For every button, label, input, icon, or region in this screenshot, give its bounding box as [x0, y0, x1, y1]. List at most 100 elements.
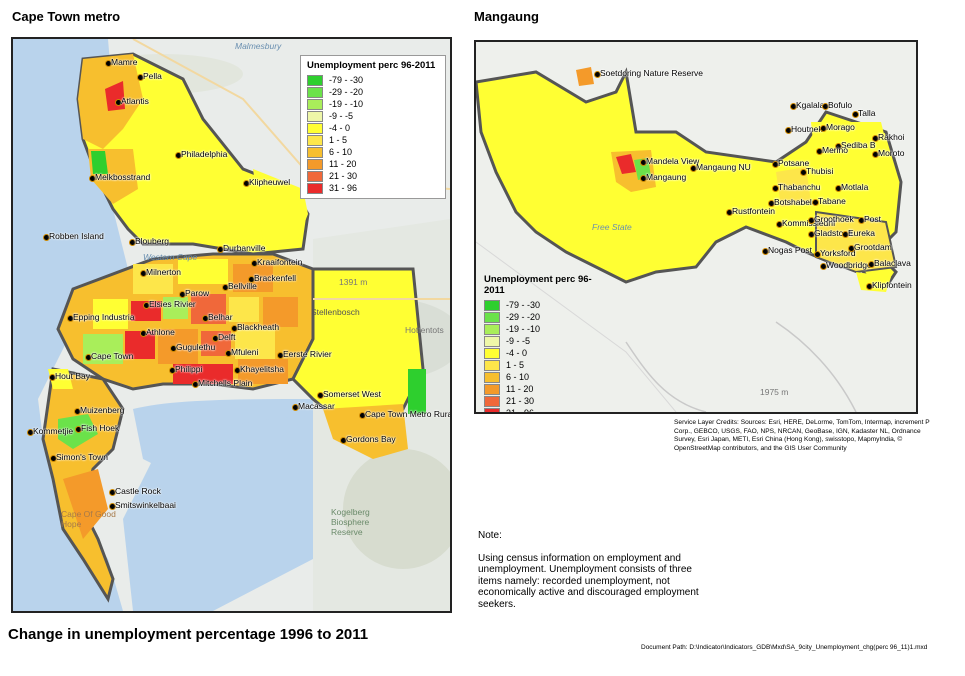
- place-label: Smitswinkelbaai: [115, 500, 176, 510]
- place-marker: [866, 283, 873, 290]
- place-label: Mitchells Plain: [198, 378, 253, 388]
- place-marker: [317, 392, 324, 399]
- map-label-malmesbury: Malmesbury: [235, 41, 282, 51]
- place-marker: [231, 325, 238, 332]
- place-marker: [192, 381, 199, 388]
- legend-swatch: [484, 299, 500, 311]
- map-label-free-state: Free State: [592, 222, 632, 232]
- place-label: Gordons Bay: [346, 434, 396, 444]
- place-marker: [820, 125, 827, 132]
- place-label: Talla: [858, 108, 876, 118]
- legend-swatch: [484, 311, 500, 323]
- place-marker: [842, 231, 849, 238]
- map-label-stellenbosch: Stellenbosch: [311, 307, 360, 317]
- legend-swatch: [484, 395, 500, 407]
- legend-label: -4 - 0: [506, 348, 528, 358]
- place-label: Klipfontein: [872, 280, 912, 290]
- place-marker: [170, 345, 177, 352]
- cape-town-legend-title: Unemployment perc 96-2011: [307, 60, 436, 71]
- place-marker: [129, 239, 136, 246]
- legend-label: 11 - 20: [506, 384, 534, 394]
- place-marker: [594, 71, 601, 78]
- place-label: Mangaung NU: [696, 162, 751, 172]
- place-label: Hout Bay: [55, 371, 90, 381]
- place-marker: [822, 103, 829, 110]
- place-label: Houtnek: [791, 124, 823, 134]
- legend-label: 1 - 5: [506, 360, 525, 370]
- place-marker: [790, 103, 797, 110]
- legend-swatch: [484, 359, 500, 371]
- place-label: Rakhoi: [878, 132, 905, 142]
- place-marker: [835, 143, 842, 150]
- place-marker: [175, 152, 182, 159]
- place-label: Melkbosstrand: [95, 172, 151, 182]
- place-label: Morago: [826, 122, 855, 132]
- map-label-western-cape: Western Cape: [143, 252, 198, 262]
- legend-swatch: [484, 323, 500, 335]
- legend-swatch: [307, 170, 323, 182]
- place-marker: [848, 245, 855, 252]
- place-marker: [852, 111, 859, 118]
- legend-row: -19 - -10: [307, 98, 439, 110]
- place-label: Grootdam: [854, 242, 892, 252]
- place-label: Kraaifontein: [257, 257, 303, 267]
- place-label: Eerste Rivier: [283, 349, 332, 359]
- place-marker: [812, 199, 819, 206]
- place-label: Atlantis: [121, 96, 149, 106]
- place-label: Castle Rock: [115, 486, 161, 496]
- place-label: Yorksford: [820, 248, 856, 258]
- legend-row: 11 - 20: [307, 158, 439, 170]
- place-label: Kgalala: [796, 100, 825, 110]
- legend-label: -79 - -30: [506, 300, 541, 310]
- place-marker: [816, 148, 823, 155]
- legend-row: -4 - 0: [307, 122, 439, 134]
- place-label: Blackheath: [237, 322, 280, 332]
- place-label: Muizenberg: [80, 405, 125, 415]
- place-marker: [820, 263, 827, 270]
- place-label: Kommetjie: [33, 426, 74, 436]
- legend-label: -9 - -5: [329, 111, 354, 121]
- legend-label: -79 - -30: [329, 75, 364, 85]
- place-marker: [67, 315, 74, 322]
- place-label: Groothoek: [814, 214, 854, 224]
- legend-row: 21 - 30: [484, 395, 604, 407]
- mangaung-legend-title: Unemployment perc 96-2011: [484, 274, 592, 296]
- place-label: Nogas Post: [768, 245, 812, 255]
- legend-label: 21 - 30: [506, 396, 535, 406]
- legend-row: -79 - -30: [484, 299, 604, 311]
- place-label: Bellville: [228, 281, 257, 291]
- place-marker: [768, 200, 775, 207]
- mangaung-map[interactable]: Unemployment perc 96-2011 -79 - -30 -29 …: [474, 40, 918, 414]
- mangaung-legend: Unemployment perc 96-2011 -79 - -30 -29 …: [478, 270, 610, 412]
- place-marker: [27, 429, 34, 436]
- place-marker: [800, 169, 807, 176]
- legend-label: 11 - 20: [329, 159, 357, 169]
- legend-row: -29 - -20: [484, 311, 604, 323]
- legend-swatch: [484, 347, 500, 359]
- place-label: Pella: [143, 71, 162, 81]
- place-marker: [43, 234, 50, 241]
- legend-label: 21 - 30: [329, 171, 358, 181]
- place-marker: [251, 260, 258, 267]
- place-label: Mamre: [111, 57, 138, 67]
- mangaung-title: Mangaung: [474, 9, 539, 24]
- place-marker: [50, 455, 57, 462]
- place-marker: [115, 99, 122, 106]
- cape-town-legend: Unemployment perc 96-2011 -79 - -30 -29 …: [300, 55, 446, 199]
- place-label: Parow: [185, 288, 210, 298]
- place-label: Balaclava: [874, 258, 911, 268]
- legend-row: 31 - 96: [484, 407, 604, 412]
- place-label: Robben Island: [49, 231, 104, 241]
- place-marker: [248, 276, 255, 283]
- place-marker: [74, 408, 81, 415]
- place-marker: [212, 335, 219, 342]
- cape-town-map[interactable]: Unemployment perc 96-2011 -79 - -30 -29 …: [11, 37, 452, 613]
- place-marker: [109, 489, 116, 496]
- place-marker: [105, 60, 112, 67]
- place-marker: [726, 209, 733, 216]
- place-marker: [640, 175, 647, 182]
- place-marker: [234, 367, 241, 374]
- legend-swatch: [307, 158, 323, 170]
- place-marker: [776, 221, 783, 228]
- legend-label: -19 - -10: [329, 99, 364, 109]
